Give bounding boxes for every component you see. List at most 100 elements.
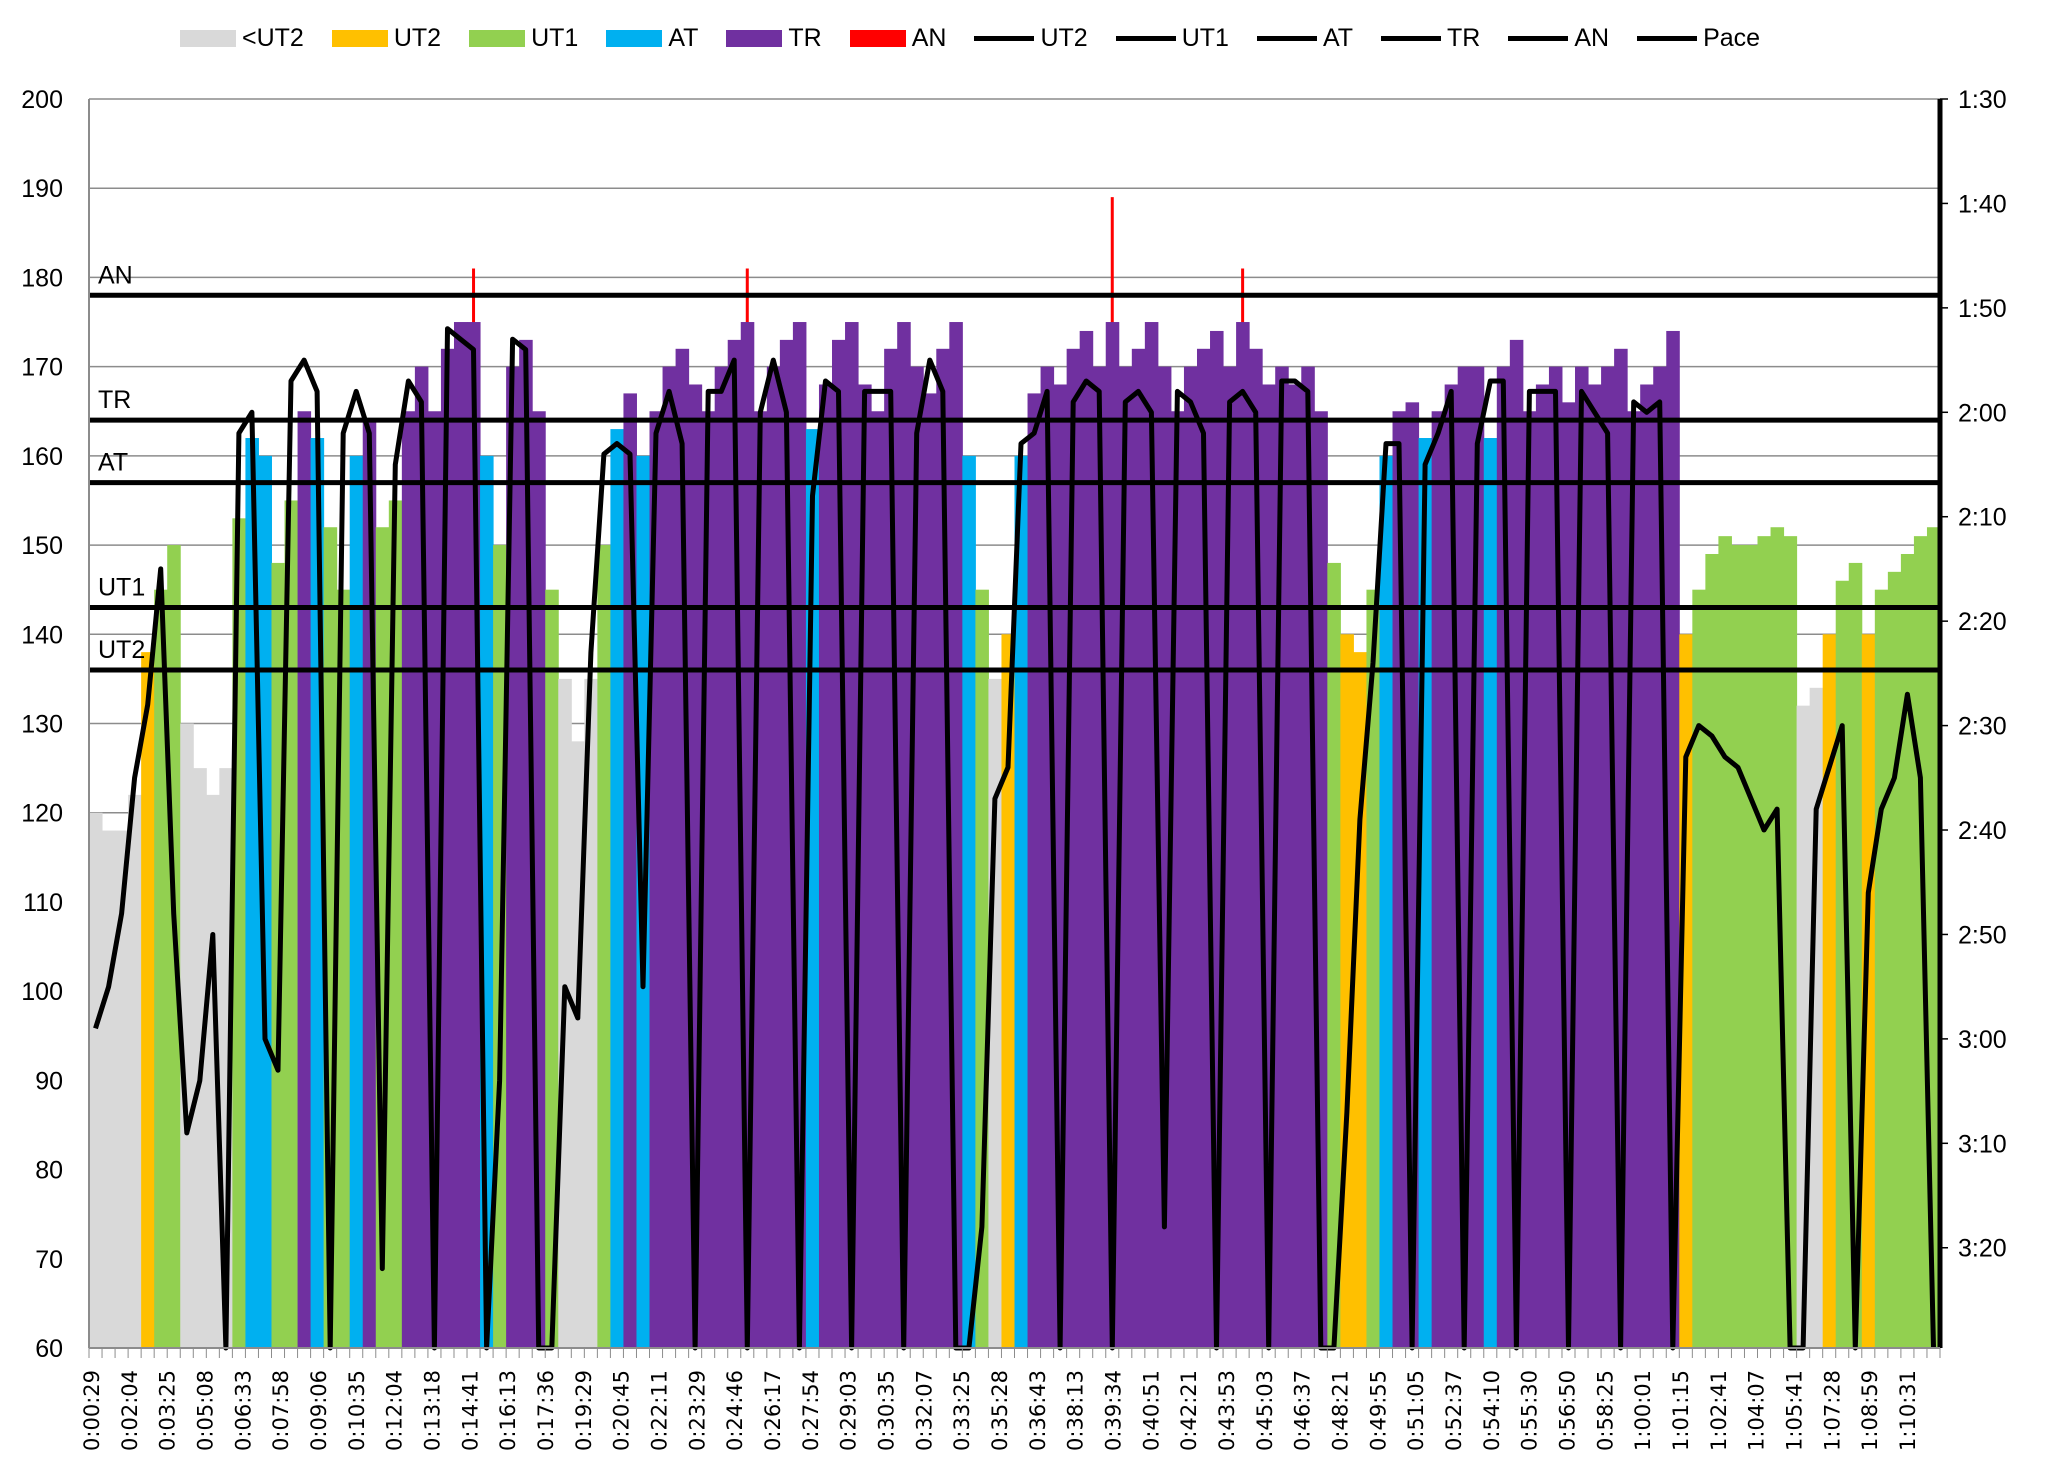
x-tick-label: 0:30:35 — [875, 1370, 899, 1451]
hr-bar — [1757, 536, 1772, 1348]
hr-bar — [1640, 384, 1654, 1348]
x-tick-label: 0:24:46 — [723, 1370, 747, 1451]
y-tick-label: 100 — [21, 978, 63, 1006]
x-tick-label: 0:48:21 — [1329, 1370, 1353, 1451]
threshold-label: TR — [98, 386, 131, 414]
legend-swatch — [1637, 36, 1698, 41]
hr-bar — [1131, 348, 1146, 1348]
hr-bar — [1588, 384, 1602, 1348]
hr-bar — [401, 411, 416, 1348]
legend-label: Pace — [1703, 24, 1761, 52]
y2-tick-label: 3:20 — [1958, 1235, 2007, 1263]
x-tick-label: 0:03:25 — [156, 1370, 180, 1451]
y-tick-label: 140 — [21, 621, 63, 649]
x-tick-label: 0:46:37 — [1291, 1370, 1315, 1451]
hr-bar — [297, 411, 312, 1348]
x-tick-label: 0:27:54 — [799, 1370, 823, 1451]
legend-swatch — [469, 30, 526, 47]
pace-line — [93, 326, 1936, 1351]
x-tick-label: 0:14:41 — [458, 1370, 482, 1451]
hr-bar — [597, 545, 611, 1348]
x-tick-label: 0:17:36 — [534, 1370, 558, 1451]
hr-bar — [1874, 589, 1889, 1348]
legend-label: UT1 — [1181, 24, 1229, 52]
threshold-label: UT1 — [98, 574, 145, 602]
hr-bar — [206, 794, 220, 1348]
x-tick-label: 1:01:15 — [1669, 1370, 1693, 1451]
y-tick-label: 150 — [21, 532, 63, 560]
legend-item: AN — [849, 24, 947, 53]
hr-bar — [1822, 634, 1837, 1348]
hr-bar — [1366, 589, 1380, 1348]
x-tick-label: 1:10:31 — [1896, 1370, 1920, 1451]
x-tick-label: 0:06:33 — [231, 1370, 255, 1451]
x-tick-label: 1:07:28 — [1820, 1370, 1844, 1451]
y2-tick-label: 2:50 — [1958, 921, 2007, 949]
hr-bar — [923, 393, 937, 1349]
hr-bar — [1001, 634, 1015, 1348]
hr-bar — [89, 812, 103, 1348]
y2-tick-label: 1:50 — [1958, 295, 2007, 323]
legend-item: UT2 — [331, 24, 441, 53]
threshold-label: UT2 — [98, 636, 145, 664]
hr-bar — [349, 455, 364, 1348]
y2-tick-label: 2:40 — [1958, 817, 2007, 845]
x-tick-label: 1:08:59 — [1858, 1370, 1882, 1451]
hr-bar — [1887, 571, 1902, 1348]
x-tick-label: 0:40:51 — [1139, 1370, 1163, 1451]
hr-bar — [1236, 322, 1250, 1349]
hr-bar — [1835, 580, 1850, 1348]
y-tick-label: 110 — [23, 889, 63, 917]
legend-label: UT1 — [531, 24, 579, 52]
x-tick-label: 0:39:34 — [1102, 1370, 1126, 1451]
hr-bar — [1483, 438, 1498, 1348]
hr-bar — [141, 652, 155, 1348]
legend-item: UT2 — [974, 24, 1088, 53]
x-tick-label: 0:33:25 — [950, 1370, 974, 1451]
legend-swatch — [180, 30, 236, 47]
y-tick-label: 80 — [35, 1157, 63, 1185]
hr-bar — [180, 723, 194, 1348]
x-tick-label: 1:04:07 — [1745, 1370, 1769, 1451]
x-tick-label: 0:58:25 — [1593, 1370, 1617, 1451]
x-tick-label: 0:35:28 — [988, 1370, 1012, 1451]
y-tick-label: 60 — [35, 1335, 63, 1363]
y2-tick-label: 1:40 — [1958, 190, 2007, 218]
hr-bar — [584, 678, 598, 1348]
hr-bar — [1705, 553, 1719, 1348]
legend-label: AN — [911, 24, 947, 52]
legend-swatch — [606, 30, 663, 47]
hr-bar — [545, 589, 559, 1348]
hr-bar — [128, 794, 142, 1348]
x-tick-label: 0:38:13 — [1064, 1370, 1088, 1451]
x-tick-label: 0:49:55 — [1366, 1370, 1390, 1451]
hr-bar — [662, 366, 677, 1349]
legend-item: TR — [1381, 24, 1480, 53]
legend-label: <UT2 — [242, 24, 304, 52]
x-tick-label: 0:20:45 — [610, 1370, 634, 1451]
legend-label: AT — [1322, 24, 1354, 52]
legend-swatch — [1256, 36, 1317, 41]
hr-bar — [1535, 384, 1550, 1348]
x-tick-label: 0:12:04 — [383, 1370, 407, 1451]
x-tick-label: 1:05:41 — [1783, 1370, 1807, 1451]
x-tick-label: 0:43:53 — [1215, 1370, 1239, 1451]
x-tick-label: 0:23:29 — [685, 1370, 709, 1451]
x-tick-label: 1:02:41 — [1707, 1370, 1731, 1451]
hr-bar — [962, 455, 976, 1348]
hr-bar — [1900, 553, 1915, 1348]
hr-bar — [1744, 545, 1759, 1348]
legend-swatch — [849, 30, 906, 47]
x-tick-label: 0:29:03 — [837, 1370, 861, 1451]
legend-item: <UT2 — [180, 24, 304, 53]
hr-bar — [1861, 634, 1876, 1348]
x-tick-label: 0:32:07 — [912, 1370, 936, 1451]
x-tick-label: 0:22:11 — [648, 1370, 672, 1451]
y-tick-label: 70 — [35, 1246, 63, 1274]
x-tick-label: 0:09:06 — [307, 1370, 331, 1451]
hr-bar — [1770, 527, 1785, 1348]
y2-tick-label: 2:10 — [1958, 504, 2007, 532]
legend-swatch — [726, 30, 783, 47]
x-tick-label: 1:00:01 — [1631, 1370, 1655, 1451]
